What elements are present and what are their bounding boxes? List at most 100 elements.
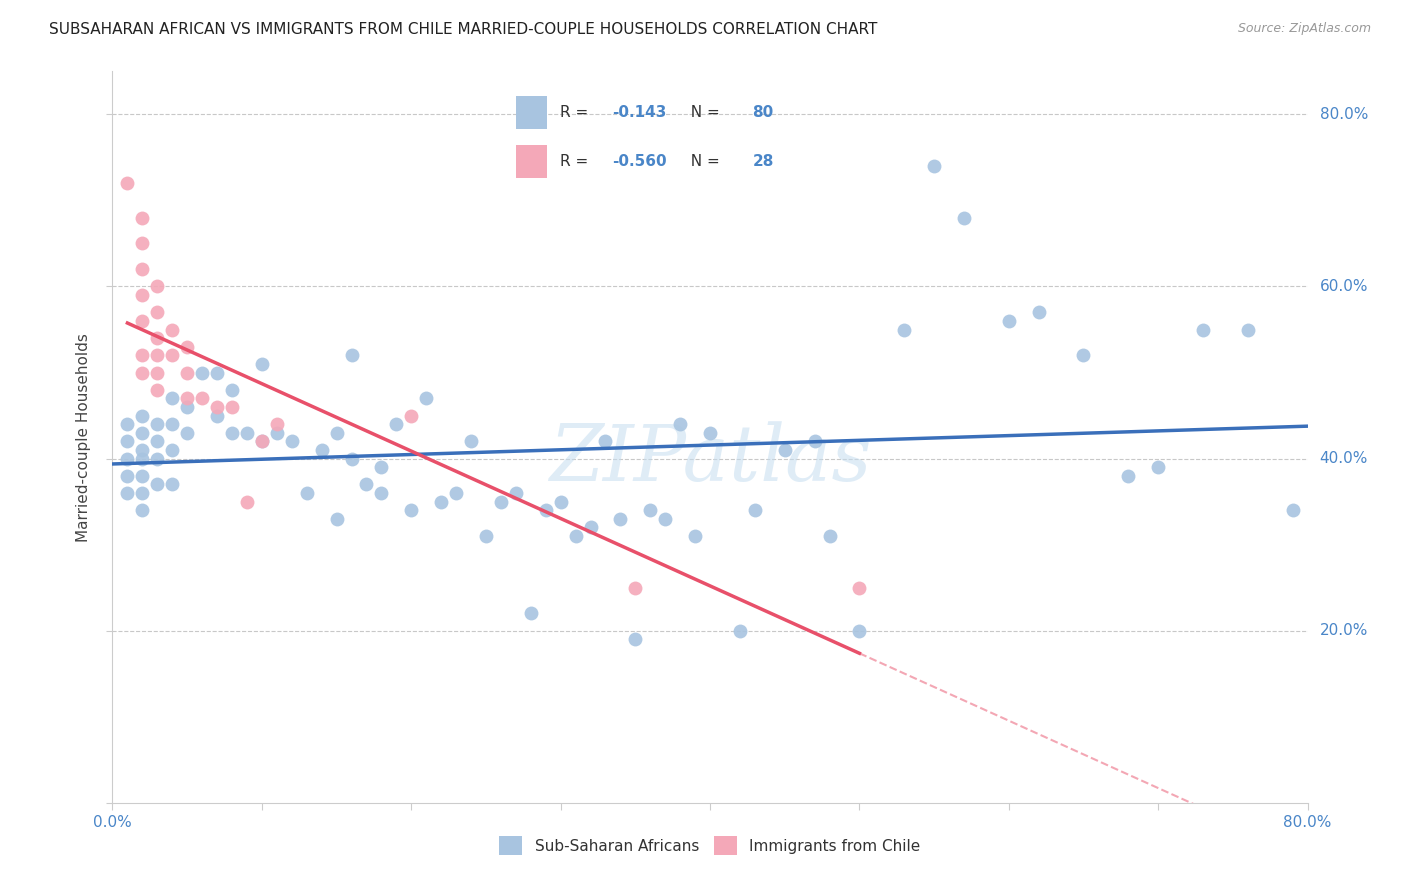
- Point: [205, 409, 228, 423]
- Point: [176, 400, 198, 414]
- Point: [460, 434, 482, 449]
- Point: [131, 366, 153, 380]
- Text: Source: ZipAtlas.com: Source: ZipAtlas.com: [1237, 22, 1371, 36]
- Point: [146, 348, 169, 362]
- Point: [191, 392, 214, 406]
- Point: [609, 512, 631, 526]
- Point: [385, 417, 408, 432]
- Point: [146, 451, 169, 466]
- Point: [295, 486, 318, 500]
- Point: [146, 477, 169, 491]
- Point: [117, 434, 139, 449]
- Point: [489, 494, 512, 508]
- Point: [162, 348, 183, 362]
- Point: [131, 451, 153, 466]
- Point: [236, 494, 259, 508]
- Point: [401, 409, 423, 423]
- Point: [953, 211, 976, 225]
- Point: [444, 486, 467, 500]
- Point: [281, 434, 304, 449]
- Point: [146, 305, 169, 319]
- Point: [848, 624, 870, 638]
- Text: SUBSAHARAN AFRICAN VS IMMIGRANTS FROM CHILE MARRIED-COUPLE HOUSEHOLDS CORRELATIO: SUBSAHARAN AFRICAN VS IMMIGRANTS FROM CH…: [49, 22, 877, 37]
- Text: 40.0%: 40.0%: [1320, 451, 1368, 467]
- Point: [131, 348, 153, 362]
- Point: [893, 322, 915, 336]
- Point: [146, 366, 169, 380]
- Point: [117, 468, 139, 483]
- Point: [221, 400, 243, 414]
- Point: [534, 503, 557, 517]
- Point: [191, 366, 214, 380]
- Text: 20.0%: 20.0%: [1320, 624, 1368, 638]
- Point: [1118, 468, 1140, 483]
- Point: [640, 503, 662, 517]
- Point: [131, 425, 153, 440]
- Point: [579, 520, 602, 534]
- Point: [520, 607, 543, 621]
- Point: [683, 529, 706, 543]
- Point: [654, 512, 676, 526]
- Point: [131, 236, 153, 251]
- Point: [1281, 503, 1303, 517]
- Point: [117, 417, 139, 432]
- Point: [146, 279, 169, 293]
- Point: [415, 392, 437, 406]
- Point: [266, 417, 288, 432]
- Point: [162, 322, 183, 336]
- Point: [131, 409, 153, 423]
- Point: [1237, 322, 1260, 336]
- Point: [624, 581, 647, 595]
- Point: [401, 503, 423, 517]
- Point: [818, 529, 841, 543]
- Point: [773, 442, 796, 457]
- Point: [505, 486, 527, 500]
- Point: [340, 348, 363, 362]
- Point: [176, 366, 198, 380]
- Text: ZIPatlas: ZIPatlas: [548, 421, 872, 497]
- Legend: Sub-Saharan Africans, Immigrants from Chile: Sub-Saharan Africans, Immigrants from Ch…: [494, 830, 927, 861]
- Point: [131, 503, 153, 517]
- Point: [117, 176, 139, 190]
- Point: [176, 425, 198, 440]
- Point: [595, 434, 617, 449]
- Point: [117, 486, 139, 500]
- Point: [848, 581, 870, 595]
- Point: [311, 442, 333, 457]
- Y-axis label: Married-couple Households: Married-couple Households: [76, 333, 91, 541]
- Point: [340, 451, 363, 466]
- Point: [266, 425, 288, 440]
- Point: [325, 512, 347, 526]
- Text: 60.0%: 60.0%: [1320, 279, 1368, 294]
- Point: [564, 529, 586, 543]
- Point: [998, 314, 1021, 328]
- Point: [131, 288, 153, 302]
- Point: [250, 357, 273, 371]
- Point: [803, 434, 825, 449]
- Point: [176, 340, 198, 354]
- Point: [370, 460, 392, 475]
- Point: [131, 442, 153, 457]
- Point: [325, 425, 347, 440]
- Point: [624, 632, 647, 647]
- Point: [162, 477, 183, 491]
- Point: [1147, 460, 1170, 475]
- Point: [146, 383, 169, 397]
- Point: [250, 434, 273, 449]
- Point: [205, 400, 228, 414]
- Point: [221, 425, 243, 440]
- Point: [221, 383, 243, 397]
- Point: [236, 425, 259, 440]
- Point: [699, 425, 721, 440]
- Point: [131, 211, 153, 225]
- Point: [1028, 305, 1050, 319]
- Point: [131, 468, 153, 483]
- Point: [669, 417, 692, 432]
- Point: [205, 366, 228, 380]
- Point: [370, 486, 392, 500]
- Point: [430, 494, 453, 508]
- Point: [146, 417, 169, 432]
- Point: [131, 314, 153, 328]
- Point: [162, 417, 183, 432]
- Point: [162, 442, 183, 457]
